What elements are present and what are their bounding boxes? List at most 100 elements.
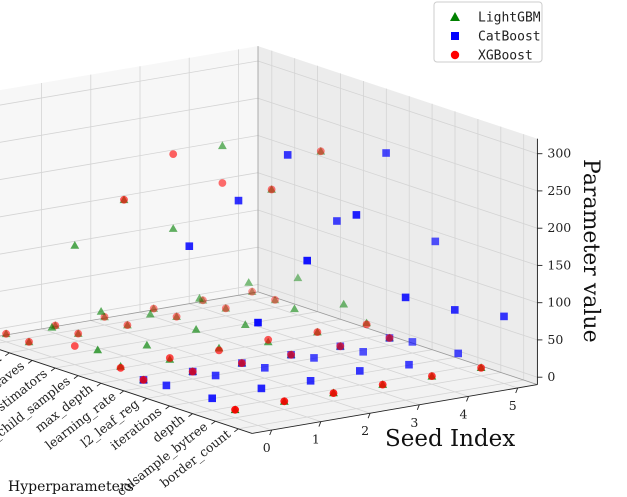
y-tick-mark xyxy=(416,404,420,410)
catboost-point xyxy=(431,237,440,246)
xgboost-point xyxy=(218,179,227,187)
xgboost-point xyxy=(215,346,223,355)
catboost-point xyxy=(185,242,194,250)
lightgbm-point xyxy=(195,293,204,302)
grid-line-z xyxy=(0,97,259,143)
axis-lines xyxy=(0,46,543,436)
pane-edge xyxy=(257,291,538,385)
grid-line-seed xyxy=(0,339,272,431)
grid-line-z xyxy=(257,209,538,304)
xgboost-point xyxy=(271,296,279,304)
legend-box xyxy=(433,1,543,63)
xgboost-point xyxy=(2,329,10,338)
catboost-point xyxy=(454,349,462,358)
catboost-point xyxy=(401,293,410,302)
grid-line-category xyxy=(146,349,433,399)
x-axis-title: Hyperparameters xyxy=(8,479,134,495)
grid-line-category xyxy=(32,311,318,361)
xgboost-point xyxy=(267,185,276,194)
y-tick-label: 3 xyxy=(410,415,418,430)
back-left-pane xyxy=(0,46,258,337)
xgboost-point xyxy=(313,328,322,336)
catboost-point xyxy=(257,384,266,393)
grid-line-z xyxy=(0,284,259,329)
y-axis-line xyxy=(252,384,538,434)
axis-panes xyxy=(0,46,538,434)
y-tick-mark xyxy=(318,421,322,427)
catboost-point xyxy=(408,338,417,346)
xgboost-point xyxy=(70,342,79,350)
xgboost-point xyxy=(428,372,436,380)
lightgbm-point xyxy=(270,295,280,304)
lightgbm-point xyxy=(70,241,80,249)
xgboost-point xyxy=(385,334,394,342)
catboost-point xyxy=(500,312,508,321)
xgboost-point xyxy=(74,329,83,338)
catboost-point xyxy=(208,394,216,403)
lightgbm-point xyxy=(247,287,257,295)
catboost-point xyxy=(333,217,341,225)
grid-line-seed xyxy=(90,320,371,414)
catboost-point xyxy=(211,371,220,380)
legend-label: XGBoost xyxy=(478,49,533,64)
lightgbm-point xyxy=(198,295,208,304)
catboost-point xyxy=(162,381,171,390)
catboost-point xyxy=(306,377,315,385)
lightgbm-point xyxy=(221,303,231,312)
z-tick-label: 200 xyxy=(547,220,571,235)
grid-line-category xyxy=(0,296,272,344)
catboost-point xyxy=(283,151,292,159)
x-tick-mark xyxy=(50,367,56,372)
xgboost-point xyxy=(172,312,181,321)
grid-line-category xyxy=(9,303,295,354)
legend-marker-xgboost xyxy=(450,50,460,60)
grid-line-category xyxy=(238,379,524,430)
z-tick-label: 150 xyxy=(547,257,571,272)
xgboost-point xyxy=(329,389,338,397)
grid-line-z xyxy=(257,135,538,229)
lightgbm-point xyxy=(93,345,103,354)
xgboost-point xyxy=(316,147,325,156)
y-tick-label: 4 xyxy=(460,406,468,421)
xgboost-point xyxy=(362,320,371,329)
grid-line-seed xyxy=(238,294,518,389)
z-tick-label: 50 xyxy=(547,332,563,347)
xgboost-point xyxy=(116,364,125,372)
lightgbm-point xyxy=(218,141,227,150)
grid-line-category xyxy=(215,372,501,422)
lightgbm-point xyxy=(290,304,299,313)
xgboost-point xyxy=(169,150,178,159)
xgboost-point xyxy=(120,195,128,204)
grid-line-z xyxy=(0,246,259,292)
grid-line-z xyxy=(0,209,259,255)
xgboost-point xyxy=(378,380,387,389)
catboost-point xyxy=(356,367,364,375)
xgboost-point xyxy=(287,350,295,359)
y-tick-label: 1 xyxy=(312,432,320,447)
catboost-point xyxy=(303,256,311,265)
grid-line-category xyxy=(55,318,341,369)
y-tick-label: 5 xyxy=(509,398,517,413)
xgboost-point xyxy=(221,304,230,313)
legend: LightGBM CatBoost XGBoost xyxy=(433,1,543,64)
lightgbm-point xyxy=(145,309,155,318)
lightgbm-point xyxy=(244,278,254,286)
xgboost-point xyxy=(149,304,158,313)
catboost-point xyxy=(310,354,318,362)
y-tick-mark xyxy=(515,387,519,394)
lightgbm-point xyxy=(293,273,303,282)
catboost-point xyxy=(405,360,413,369)
grid-line-seed xyxy=(41,328,322,422)
y-tick-label: 2 xyxy=(361,423,369,438)
x-axis-line xyxy=(0,349,253,434)
x-tick-mark xyxy=(165,405,170,410)
legend-marker-catboost xyxy=(451,32,459,40)
catboost-point xyxy=(234,196,243,205)
legend-marker-lightgbm xyxy=(450,12,460,21)
catboost-point xyxy=(359,348,367,356)
grid-line-z xyxy=(257,97,538,192)
grid-line-z xyxy=(0,60,259,106)
lightgbm-point xyxy=(339,299,349,308)
y-axis-title: Seed Index xyxy=(385,426,515,452)
